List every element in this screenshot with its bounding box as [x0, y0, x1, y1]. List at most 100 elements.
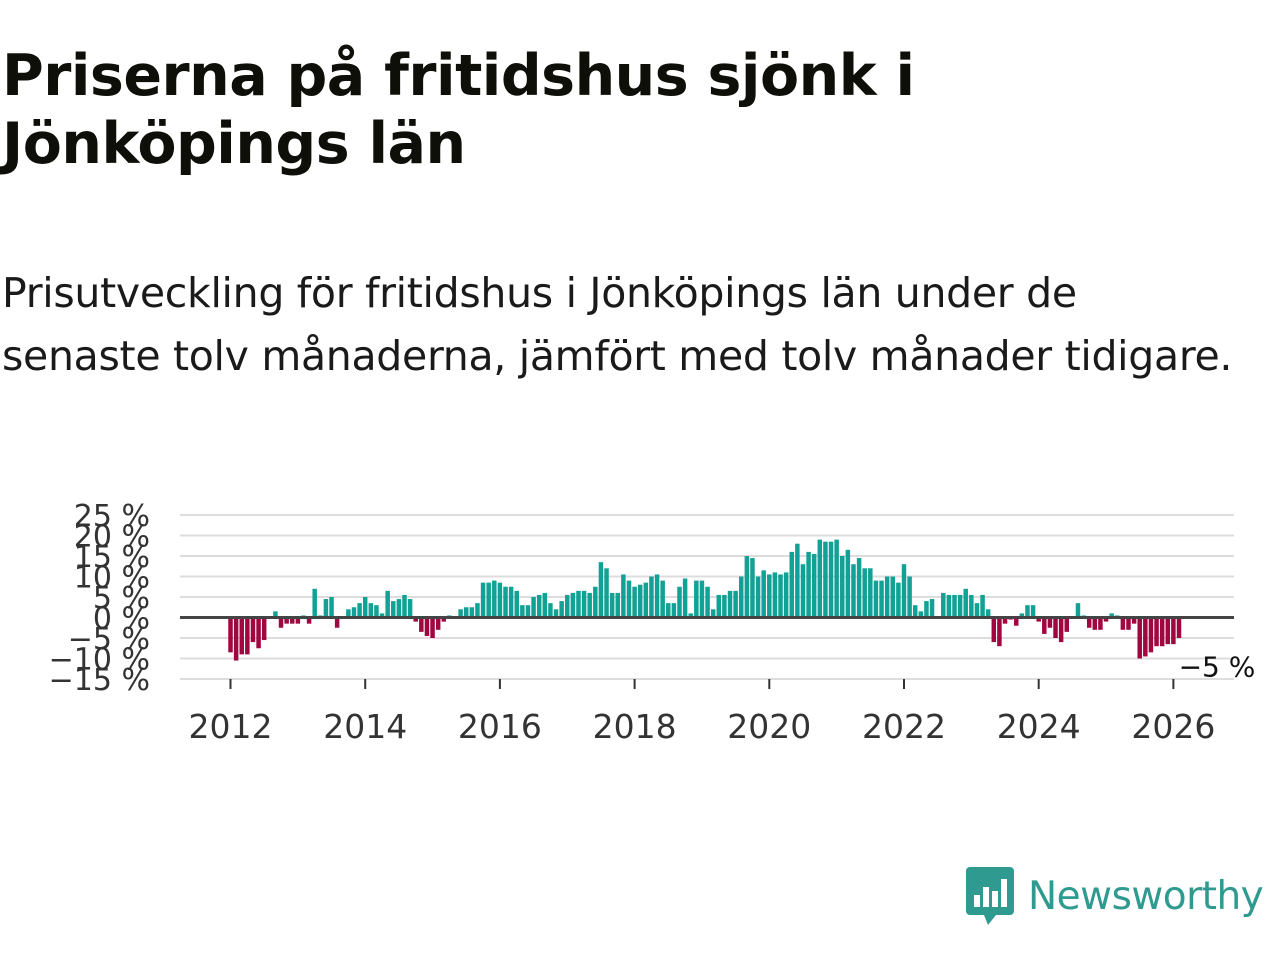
chart-subtitle: Prisutveckling för fritidshus i Jönköpin… [2, 269, 1233, 380]
bar [1171, 617, 1176, 645]
bar [705, 586, 710, 618]
bar [542, 592, 548, 618]
bar [475, 603, 480, 618]
bar [503, 586, 508, 618]
bar [991, 617, 997, 643]
bar [890, 576, 896, 618]
x-tick-label: 2024 [997, 707, 1081, 746]
axes [180, 616, 1234, 689]
bar [346, 609, 351, 618]
bar [295, 617, 301, 624]
bar [290, 617, 295, 624]
bar [924, 601, 929, 618]
bar [952, 594, 957, 618]
bar [789, 551, 794, 618]
bar [413, 617, 418, 622]
bar [1131, 617, 1137, 624]
page-title: Priserna på fritidshus sjönk i Jönköping… [2, 43, 915, 177]
bar [458, 609, 463, 618]
bar [660, 580, 665, 618]
bar [969, 594, 974, 618]
bar [1053, 617, 1058, 638]
bar [1047, 617, 1053, 628]
bar [677, 586, 682, 618]
bar [233, 617, 239, 661]
bar [637, 584, 643, 618]
bar [1148, 617, 1154, 653]
bar [699, 580, 705, 618]
bar [520, 605, 525, 618]
bar [559, 601, 564, 618]
bar [716, 594, 722, 618]
bar [407, 599, 413, 618]
bar [654, 574, 660, 618]
bar [486, 582, 491, 618]
x-tick-label: 2018 [593, 707, 677, 746]
y-tick-label: 25 % [74, 499, 150, 534]
y-tick-label: 20 % [74, 520, 150, 555]
bar [907, 576, 912, 618]
bar [402, 594, 407, 618]
bar [329, 597, 334, 618]
bar [435, 617, 441, 630]
bar [239, 617, 244, 655]
bar [856, 558, 862, 618]
bar [884, 576, 890, 618]
bar [744, 556, 750, 618]
bar [626, 580, 632, 618]
bar [912, 605, 918, 618]
bar [508, 586, 514, 618]
bar [604, 568, 609, 618]
bar [710, 609, 716, 618]
bar [1064, 617, 1069, 632]
bar [615, 592, 621, 618]
bar [514, 590, 519, 618]
bar-chart-speech-bubble-icon [966, 867, 1014, 925]
bar [419, 617, 424, 632]
bar [800, 564, 806, 618]
bar [570, 592, 576, 618]
bar [548, 603, 553, 618]
bar [834, 539, 839, 618]
bar [1002, 617, 1008, 624]
bar [1019, 613, 1025, 618]
bar [1086, 617, 1092, 628]
bar [1159, 617, 1165, 647]
bar [772, 572, 778, 618]
bar [896, 582, 901, 618]
bar [901, 564, 907, 618]
bar [306, 617, 312, 624]
bar [362, 597, 368, 618]
bar [828, 541, 834, 618]
bar [823, 541, 828, 618]
bar [334, 617, 340, 628]
bar [845, 549, 851, 618]
bar [649, 576, 654, 618]
bar [430, 617, 435, 638]
bar [1103, 617, 1109, 622]
y-tick-label: 10 % [74, 561, 150, 596]
bar [868, 568, 873, 618]
y-tick-label: 0 % [93, 602, 150, 637]
x-tick-label: 2020 [727, 707, 811, 746]
bar [778, 574, 783, 618]
y-tick-label: 5 % [93, 581, 150, 616]
x-tick-label: 2012 [189, 707, 273, 746]
bar [957, 594, 963, 618]
bar [357, 603, 362, 618]
bar [278, 617, 284, 628]
bar [553, 609, 559, 618]
bar [783, 572, 789, 618]
bar [1109, 613, 1114, 618]
bar [795, 543, 800, 618]
bar [621, 574, 626, 618]
bar [879, 580, 884, 618]
y-tick-label: −15 % [49, 663, 150, 698]
bar [581, 590, 587, 618]
bar [463, 607, 469, 618]
bar [312, 588, 317, 618]
bar [250, 617, 256, 643]
y-tick-label: −5 % [68, 622, 150, 657]
tick-labels: 25 %20 %15 %10 %5 %0 %−5 %−10 %−15 %2012… [49, 499, 1256, 746]
bar [441, 617, 447, 622]
